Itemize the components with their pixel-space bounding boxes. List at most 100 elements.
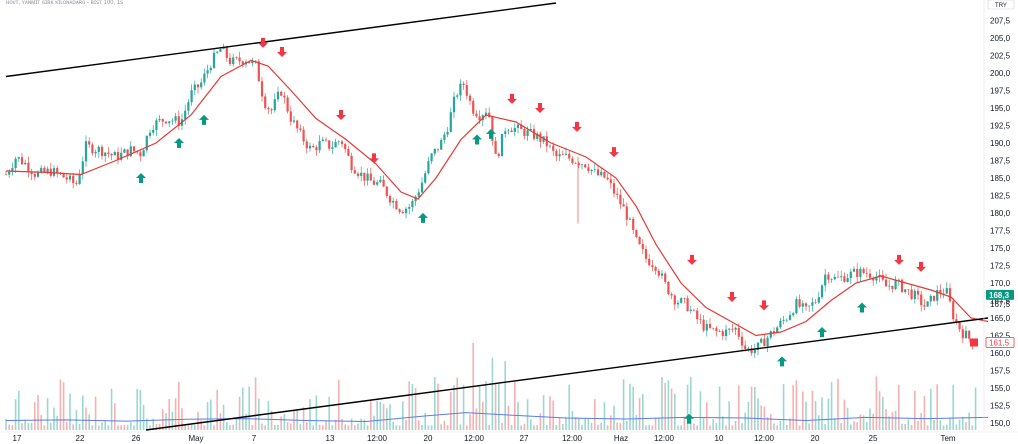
candle-body (548, 145, 552, 147)
candle-body (372, 180, 376, 185)
candle-body (468, 95, 472, 101)
volume-bar (226, 422, 228, 430)
candle-body (392, 200, 395, 203)
volume-bar (123, 424, 126, 430)
candle-body (648, 258, 651, 266)
candle-body (331, 147, 334, 149)
candle-body (344, 144, 347, 150)
candle-body (177, 116, 180, 126)
volume-bar (795, 380, 798, 430)
last-price-badge-bg (986, 289, 1014, 300)
candle (667, 281, 670, 296)
candle (625, 202, 628, 226)
volume-bar (251, 425, 254, 430)
candle-body (843, 276, 846, 282)
volume-bar (149, 425, 151, 430)
volume-bar (590, 422, 593, 430)
candle (769, 330, 772, 340)
candle-body (315, 147, 318, 151)
candle (238, 51, 241, 66)
candle-body (248, 61, 251, 64)
candle (945, 282, 948, 295)
candle-body (526, 130, 529, 137)
volume-bar (594, 399, 596, 430)
candle-body (161, 119, 164, 122)
volume-bar (955, 424, 958, 430)
candle-body (376, 182, 379, 185)
volume-bar (686, 384, 689, 430)
candle (104, 152, 107, 163)
candle (347, 145, 350, 157)
candle-body (100, 146, 104, 156)
candle-body (891, 285, 894, 290)
candle-body (612, 183, 616, 194)
volume-bar (754, 386, 756, 430)
volume-bar (62, 382, 65, 430)
volume-bar (949, 417, 951, 430)
volume-bar (229, 425, 231, 430)
candle-body (324, 139, 328, 141)
current-price-marker (970, 338, 978, 347)
candle-body (27, 162, 30, 172)
candle-body (449, 112, 452, 132)
candle-body (785, 319, 788, 321)
volume-bar (603, 402, 606, 430)
volume-bar (578, 418, 580, 430)
trend-line[interactable] (5, 2, 557, 78)
candle (395, 198, 398, 210)
candle (670, 292, 673, 300)
candle (72, 172, 75, 189)
candle (264, 93, 267, 110)
candle (916, 287, 920, 300)
candle-body (792, 313, 795, 316)
candle-body (398, 209, 401, 213)
price-tick-label: 185,0 (990, 174, 1011, 183)
candle (398, 208, 401, 215)
time-axis[interactable]: 17 22 26 May 7 13 12:00 20 12:00 27 12:00 Haz 12:00 1… (0, 431, 1018, 443)
volume-bar (322, 425, 324, 430)
volume-bar (405, 419, 407, 430)
volume-bar (254, 377, 257, 430)
candle-body (475, 113, 478, 117)
volume-bar (91, 425, 94, 430)
candle (334, 138, 337, 148)
volume-bar (491, 357, 494, 430)
candle (145, 135, 148, 153)
candle-body (427, 161, 430, 174)
scale-button[interactable]: TRY (987, 0, 1015, 10)
candle-body (718, 331, 721, 332)
candle-body (913, 290, 916, 299)
candle (420, 177, 424, 194)
trend-lines[interactable] (5, 2, 989, 431)
candle-body (4, 174, 8, 176)
volume-bar (971, 425, 974, 430)
trend-line[interactable] (145, 317, 989, 431)
candle-body (776, 327, 779, 333)
volume-bar (514, 381, 516, 430)
candle-body (763, 338, 766, 347)
candle (750, 345, 753, 356)
price-tick-label: 197,5 (990, 87, 1011, 96)
sell-signal-arrow (277, 47, 287, 57)
volume-bar (517, 402, 519, 430)
time-tick-label: 12:00 (562, 434, 583, 443)
volume-bar (869, 408, 871, 430)
candle-body (395, 200, 398, 210)
candle (808, 305, 811, 312)
candle-body (446, 131, 449, 135)
candle-body (382, 179, 385, 187)
candle (161, 118, 164, 128)
volume-bar (760, 405, 762, 430)
volume-bar (194, 424, 196, 430)
candle-body (555, 150, 558, 157)
volume-bar (510, 425, 513, 430)
candle-body (708, 323, 712, 328)
price-axis[interactable]: 150,0 152,5 155,0 157,5 160,0 162,5 165,0 167,5… (970, 0, 1015, 430)
candle-body (232, 57, 235, 65)
candle (635, 229, 638, 239)
candle (209, 65, 212, 74)
volume-bar (850, 424, 852, 430)
volume-bar (462, 384, 465, 430)
